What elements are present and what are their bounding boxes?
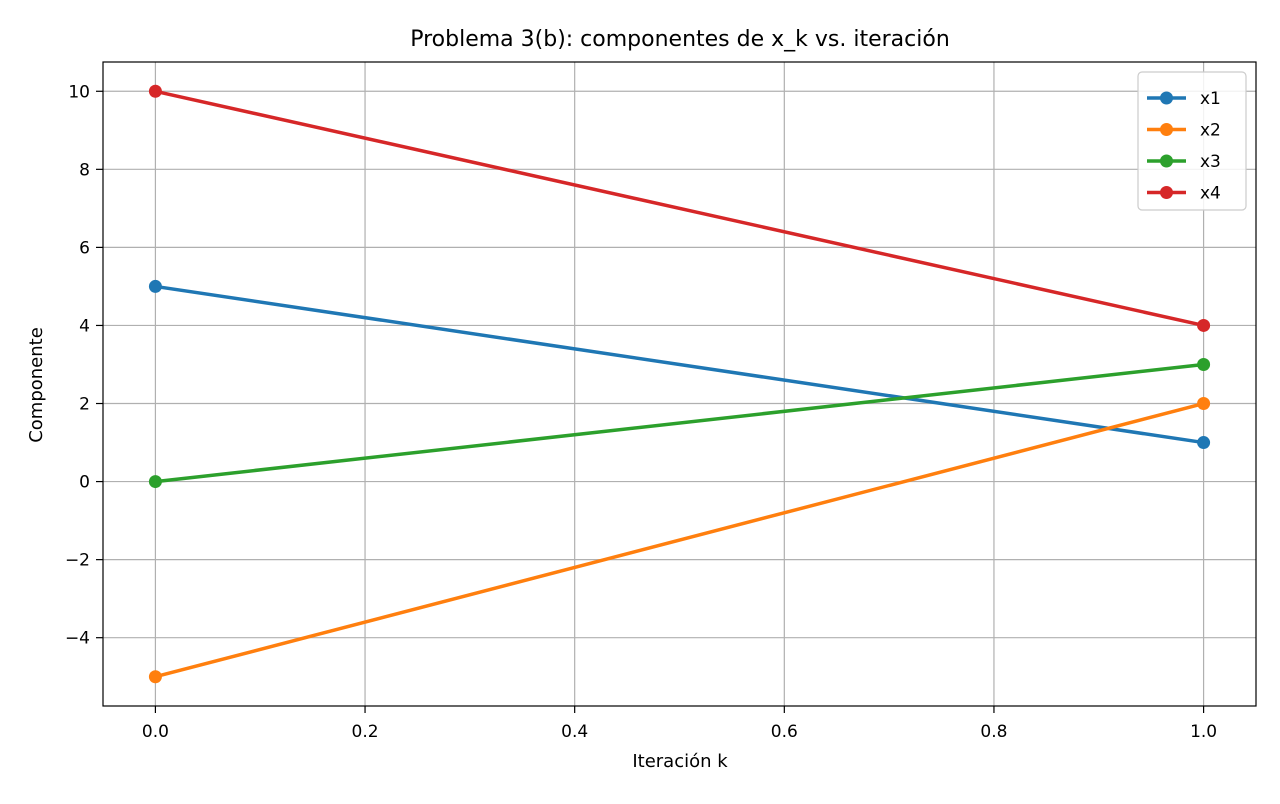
y-tick-label: −4: [65, 629, 90, 649]
y-axis-label: Componente: [26, 327, 47, 443]
x-tick-label: 0.0: [142, 722, 169, 742]
legend-label: x3: [1200, 152, 1221, 172]
y-tick-label: 8: [79, 160, 90, 180]
legend: x1 x2 x3 x4: [1137, 71, 1247, 211]
data-point-x3: [1197, 357, 1211, 371]
data-point-x1: [148, 279, 162, 293]
legend-entry-x4: x4: [1147, 184, 1221, 204]
legend-marker: [1160, 91, 1173, 105]
x-tick-label: 0.2: [352, 722, 379, 742]
legend-marker: [1160, 186, 1173, 199]
data-point-x2: [1197, 397, 1211, 411]
data-point-x4: [1197, 318, 1211, 332]
x-tick-label: 0.8: [980, 722, 1007, 742]
legend-entry-x1: x1: [1147, 89, 1221, 109]
data-point-x1: [1197, 436, 1211, 450]
series-line-x1: [155, 284, 1204, 445]
x-tick-label: 1.0: [1190, 722, 1217, 742]
x-tick-label: 0.6: [771, 722, 798, 742]
series-x1: [148, 279, 1211, 450]
plot-frame: [102, 61, 1257, 707]
legend-entry-x3: x3: [1147, 152, 1221, 172]
legend-entry-x2: x2: [1147, 121, 1221, 141]
y-tick-label: 10: [68, 82, 90, 102]
legend-label: x1: [1200, 89, 1221, 109]
x-axis-label: Iteración k: [632, 751, 728, 772]
series-x4: [148, 84, 1211, 332]
series-line-x2: [154, 401, 1205, 679]
data-point-x2: [148, 670, 162, 684]
data-point-x4: [148, 84, 162, 98]
legend-marker: [1160, 154, 1173, 168]
legend-box: [1137, 71, 1247, 211]
y-tick-label: 0: [79, 473, 90, 493]
legend-marker: [1160, 123, 1173, 136]
series-x3: [148, 357, 1211, 489]
y-tick-label: −2: [65, 551, 90, 571]
legend-label: x4: [1200, 184, 1221, 204]
axis-ticks: 0.0 0.2 0.4 0.6 0.8 1.0 −4 −2 0 2 4 6 8 10: [65, 82, 1217, 742]
x-tick-label: 0.4: [561, 722, 588, 742]
series-x2: [148, 397, 1211, 684]
series-line-x3: [155, 362, 1204, 484]
chart-title: Problema 3(b): componentes de x_k vs. it…: [410, 27, 950, 52]
y-tick-label: 6: [79, 238, 90, 258]
series-layer: [148, 84, 1211, 684]
y-tick-label: 2: [79, 395, 90, 415]
legend-label: x2: [1200, 121, 1221, 141]
y-tick-label: 4: [79, 316, 90, 336]
data-point-x3: [148, 475, 162, 489]
series-line-x4: [155, 89, 1204, 328]
